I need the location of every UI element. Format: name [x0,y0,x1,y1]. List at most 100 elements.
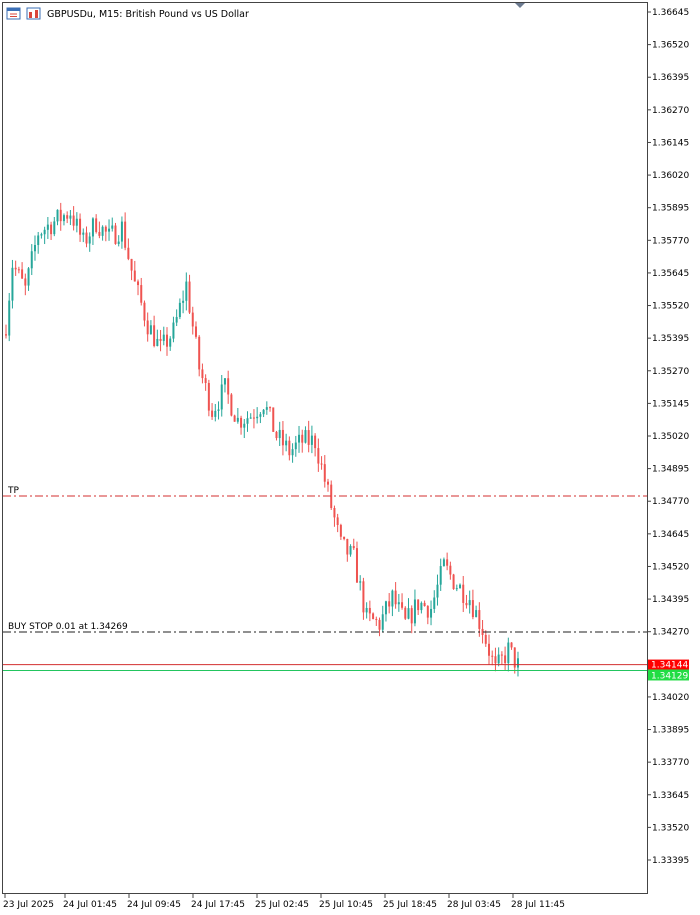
candle [21,262,24,280]
candle [500,651,503,665]
y-tick-label: 1.34520 [652,562,689,572]
candle [346,538,349,562]
candle [146,312,149,342]
candle [243,419,246,439]
candle [172,316,175,343]
candle [14,260,17,276]
bar-chart-icon[interactable] [26,7,41,20]
candle [265,401,268,415]
y-tick-label: 1.34770 [652,497,689,507]
candle [426,605,429,625]
candle [365,602,368,619]
candle [362,577,365,620]
bid-price-label: 1.34144 [651,661,688,671]
candle [468,590,471,614]
candle [285,433,288,452]
y-tick-label: 1.34270 [652,628,689,638]
candle [117,235,120,247]
candle [397,593,400,612]
time-axis: 23 Jul 2025 24 Jul 01:45 24 Jul 09:45 24 Ju… [3,894,565,910]
candle [288,436,291,461]
candle [27,267,30,291]
candle [488,634,490,665]
candle [465,594,468,609]
candle [330,480,333,510]
candle [384,600,387,622]
x-tick-label: 24 Jul 17:45 [191,900,245,910]
candle [462,575,465,613]
candle [223,377,226,393]
candle [143,300,146,327]
price-axis: 1.36645 1.36520 1.36395 1.36270 1.36145 1.360… [647,8,689,866]
candle [17,266,20,274]
candle [491,650,494,666]
x-tick-label: 28 Jul 03:45 [447,900,501,910]
candle [43,226,46,245]
candle [452,573,455,590]
candle [423,600,426,607]
candle [401,593,404,610]
y-tick-label: 1.33895 [652,726,689,736]
shift-marker-icon[interactable] [515,3,525,8]
y-tick-label: 1.35020 [652,432,689,442]
candle [504,646,507,670]
candle [108,219,111,241]
candles-layer [5,202,519,677]
candle [355,541,358,583]
candle [79,213,82,242]
candle [127,238,130,261]
y-tick-label: 1.36645 [652,8,689,18]
candle [475,605,478,618]
x-tick-label: 24 Jul 09:45 [127,900,181,910]
candle [101,225,104,241]
candle [433,590,436,614]
candle [323,455,326,488]
y-tick-label: 1.35395 [652,334,689,344]
x-tick-label: 23 Jul 2025 [3,900,54,910]
candle [53,217,56,237]
y-tick-label: 1.35145 [652,399,689,409]
y-tick-label: 1.34645 [652,530,689,540]
candle [37,231,40,254]
y-tick-label: 1.34395 [652,595,689,605]
y-tick-label: 1.36270 [652,106,689,116]
candle [159,329,162,352]
candle [137,279,140,296]
candle [314,433,317,457]
candle [375,616,378,626]
candle [510,642,513,650]
candle [56,209,59,226]
candle [478,602,481,637]
candle [317,438,320,472]
candle [191,306,194,335]
candle [85,226,88,248]
chart-window-icon[interactable] [6,7,21,20]
x-tick-label: 25 Jul 02:45 [255,900,309,910]
candle [446,552,449,571]
candle [140,277,143,306]
level-label: TP [7,486,19,496]
y-tick-label: 1.35270 [652,367,689,377]
candle [33,235,36,261]
candle [11,259,14,309]
candle [407,598,410,620]
candle [72,206,75,231]
candle [62,213,65,226]
candle [259,412,262,424]
candle [439,558,442,591]
candle [194,321,197,339]
candle [104,225,107,242]
candle [291,443,294,463]
candle [252,409,255,429]
candle [256,407,259,424]
level-label: BUY STOP 0.01 at 1.34269 [8,622,128,632]
candle [449,561,452,580]
candle [391,589,394,617]
candle [272,407,275,432]
candle [455,584,458,592]
candle [417,599,420,615]
candle [230,393,233,417]
candle [166,327,168,356]
